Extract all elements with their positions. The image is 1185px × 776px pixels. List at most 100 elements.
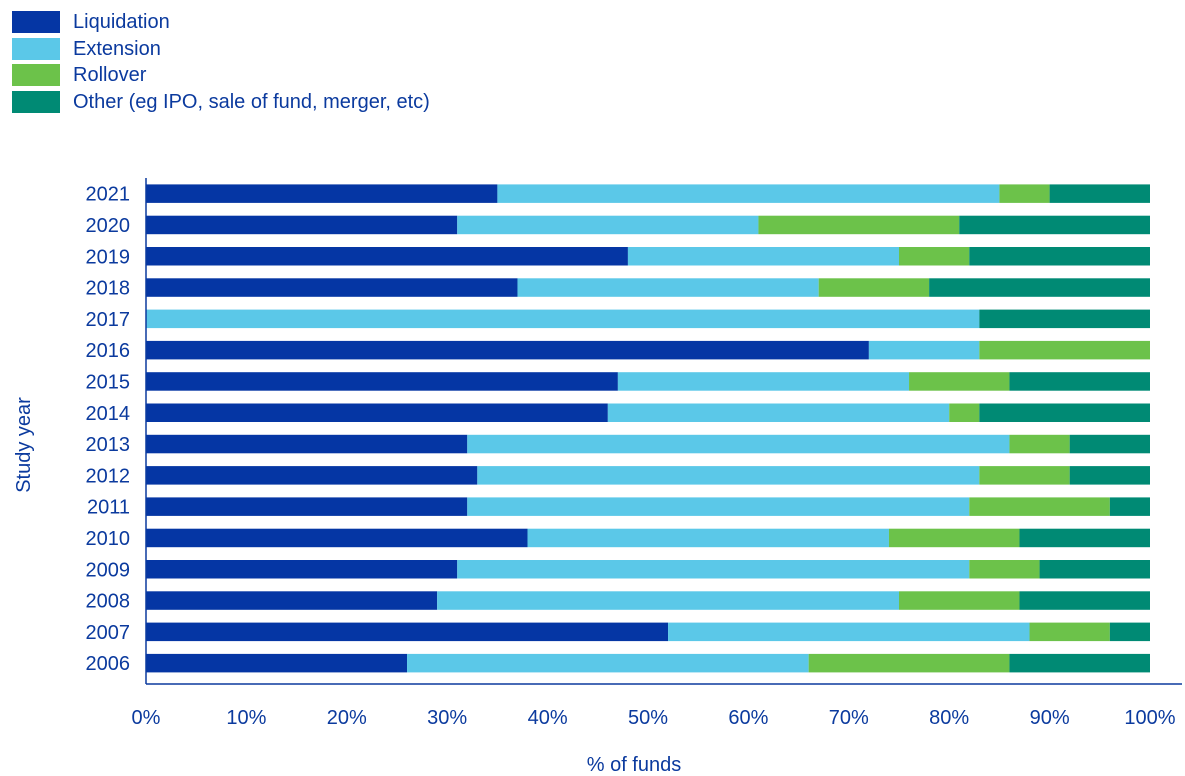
bar-segment	[146, 184, 498, 203]
x-tick-label: 80%	[929, 707, 969, 729]
bar-segment	[979, 466, 1070, 485]
bar-segment	[909, 372, 1010, 391]
bar-segment	[929, 278, 1150, 297]
legend-label: Other (eg IPO, sale of fund, merger, etc…	[73, 90, 430, 113]
bar-segment	[999, 184, 1050, 203]
bar-segment	[949, 403, 980, 422]
bar-segment	[617, 372, 910, 391]
bar-segment	[146, 215, 458, 235]
y-tick-label: 2020	[86, 215, 131, 237]
x-tick-label: 10%	[226, 707, 266, 729]
bar-segment	[1019, 528, 1150, 548]
bar-segment	[899, 591, 1020, 610]
bar-segment	[497, 184, 1000, 203]
bar-segment	[888, 528, 1020, 548]
bar-segment	[959, 215, 1150, 235]
bar-segment	[969, 247, 1150, 266]
bar-segment	[979, 340, 1150, 360]
bar-segment	[1069, 466, 1150, 485]
y-axis-title: Study year	[13, 397, 35, 493]
legend-item: Liquidation	[12, 9, 430, 36]
bar-segment	[457, 215, 759, 235]
x-tick-label: 50%	[628, 707, 668, 729]
legend-label: Rollover	[73, 64, 147, 87]
x-tick-label: 90%	[1030, 707, 1070, 729]
bar-segment	[1109, 497, 1150, 516]
x-tick-label: 30%	[427, 707, 467, 729]
bar-segment	[1009, 372, 1150, 391]
bar-segment	[818, 278, 930, 297]
bar-segment	[146, 653, 408, 673]
y-tick-label: 2012	[86, 465, 131, 487]
x-tick-label: 40%	[528, 707, 568, 729]
y-tick-label: 2021	[86, 184, 131, 206]
legend-item: Rollover	[12, 62, 430, 89]
bar-segment	[1069, 434, 1150, 454]
bar-segment	[1019, 591, 1150, 610]
bar-segment	[457, 560, 970, 579]
bar-segment	[146, 434, 468, 454]
y-tick-label: 2018	[86, 278, 131, 300]
bar-segment	[969, 497, 1110, 516]
legend-swatch	[12, 90, 60, 113]
y-tick-label: 2015	[86, 371, 131, 393]
bar-segment	[146, 497, 468, 516]
x-tick-label: 0%	[132, 707, 161, 729]
x-tick-label: 70%	[829, 707, 869, 729]
legend-swatch	[12, 37, 60, 60]
bar-segment	[1029, 622, 1110, 642]
legend-label: Liquidation	[73, 11, 170, 34]
y-tick-label: 2016	[86, 340, 131, 362]
legend-item: Other (eg IPO, sale of fund, merger, etc…	[12, 89, 430, 116]
x-tick-label: 20%	[327, 707, 367, 729]
y-tick-label: 2010	[86, 528, 131, 550]
y-tick-label: 2019	[86, 246, 131, 268]
y-tick-label: 2013	[86, 434, 131, 456]
y-tick-label: 2011	[87, 497, 130, 519]
bar-segment	[1039, 560, 1150, 579]
legend-swatch	[12, 64, 60, 87]
bar-segment	[668, 622, 1030, 642]
bar-segment	[808, 653, 1010, 673]
y-tick-labels: 2021 2020 2019 2018 2017 2016 2015 2014 2013 2012…	[86, 184, 131, 676]
bar-segment	[146, 309, 980, 329]
legend-label: Extension	[73, 37, 161, 60]
bar-segment	[899, 247, 970, 266]
bar-segment	[517, 278, 819, 297]
y-tick-label: 2009	[86, 559, 131, 581]
bar-segment	[467, 434, 1010, 454]
bar-segment	[979, 309, 1150, 329]
bar-segment	[1109, 622, 1150, 642]
bar-segment	[627, 247, 899, 266]
bar-segment	[146, 403, 608, 422]
x-tick-label: 100%	[1124, 707, 1175, 729]
bar-segment	[467, 497, 970, 516]
y-tick-label: 2008	[86, 591, 131, 613]
bar-segment	[1009, 653, 1150, 673]
legend: Liquidation Extension Rollover Other (eg IP…	[12, 9, 430, 115]
bar-segment	[607, 403, 950, 422]
legend-swatch	[12, 11, 60, 34]
bar-segment	[758, 215, 960, 235]
bar-segment	[146, 560, 458, 579]
bars-group	[146, 184, 1150, 673]
bar-segment	[1009, 434, 1070, 454]
bar-segment	[437, 591, 899, 610]
bar-segment	[979, 403, 1150, 422]
y-tick-label: 2014	[86, 403, 131, 425]
bar-segment	[146, 622, 669, 642]
bar-segment	[407, 653, 809, 673]
y-tick-label: 2017	[86, 309, 131, 331]
bar-segment	[146, 466, 478, 485]
bar-segment	[1049, 184, 1150, 203]
bar-segment	[146, 591, 438, 610]
bar-segment	[477, 466, 980, 485]
legend-item: Extension	[12, 36, 430, 63]
bar-segment	[146, 372, 618, 391]
y-tick-label: 2007	[86, 622, 131, 644]
x-tick-label: 60%	[728, 707, 768, 729]
bar-segment	[868, 340, 980, 360]
bar-segment	[527, 528, 889, 548]
bar-segment	[146, 528, 528, 548]
